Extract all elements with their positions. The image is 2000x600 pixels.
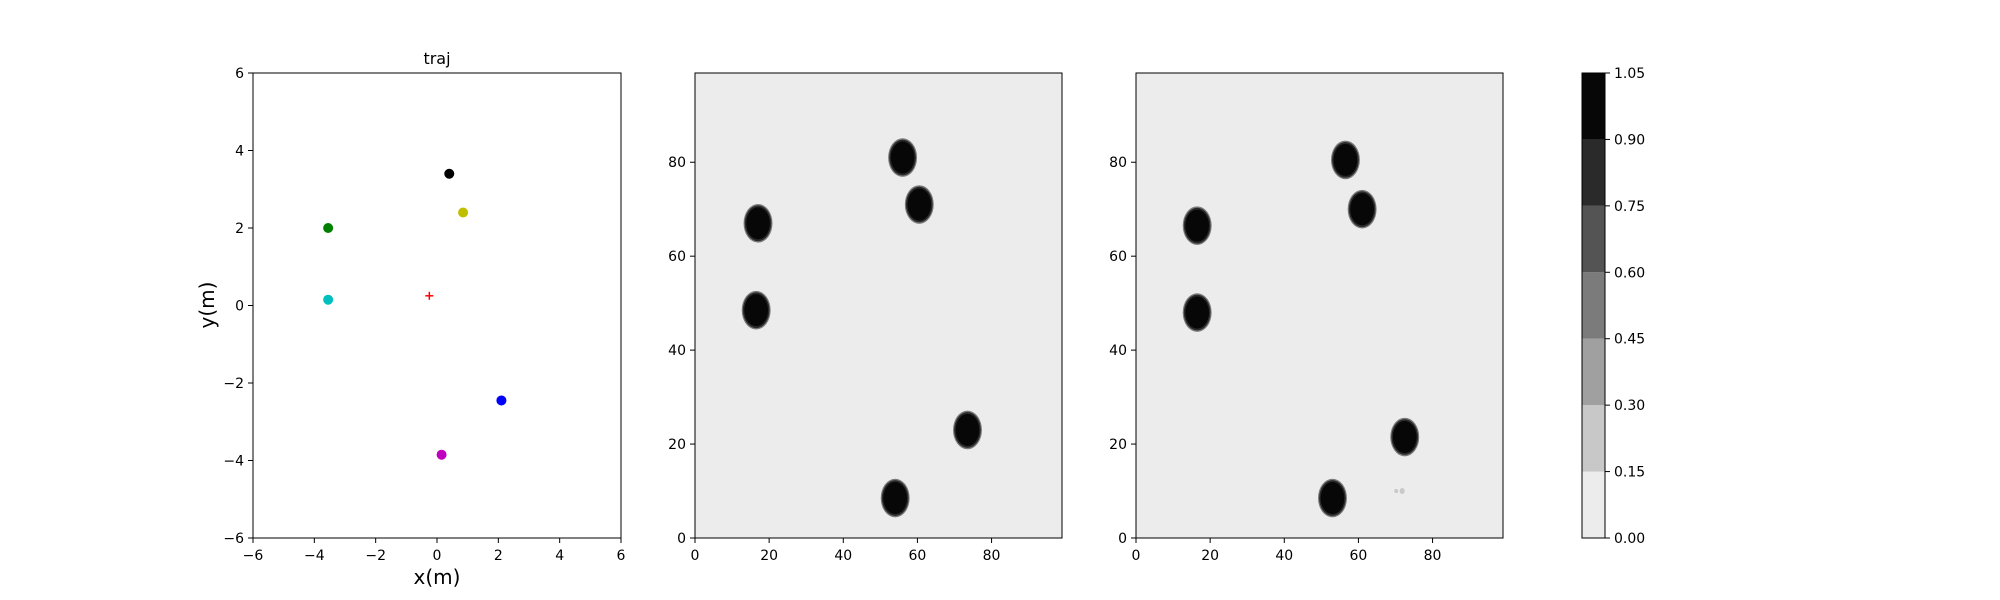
heatmap-panel-2: 0 20 40 60 80 0 20 40 60 80 [1109, 72, 1504, 564]
x-tick-label: 4 [555, 548, 564, 564]
colorbar-tick-label: 0.30 [1614, 398, 1645, 414]
scatter-point [496, 395, 507, 406]
x-tick-label: 60 [1350, 548, 1368, 564]
heatmap-panel-1: 0 20 40 60 80 0 20 40 60 80 [668, 72, 1063, 564]
scatter-point [458, 207, 469, 218]
traj-x-ticks: −6 −4 −2 0 2 4 6 [243, 538, 626, 564]
x-tick-label: −4 [304, 548, 325, 564]
x-tick-label: 40 [834, 548, 852, 564]
y-tick-label: −2 [223, 376, 244, 392]
scatter-point [323, 294, 334, 305]
y-tick-label: 0 [677, 531, 686, 547]
colorbar-tick-label: 1.05 [1614, 66, 1645, 82]
traj-axes-frame [252, 72, 622, 539]
colorbar-tick-label: 0.45 [1614, 332, 1645, 348]
y-tick-label: 20 [1109, 437, 1127, 453]
obstacle-blob [741, 290, 771, 330]
heatmap-2-blobs [1182, 140, 1420, 518]
heatmap-2-frame [1135, 72, 1504, 539]
y-tick-label: 20 [668, 437, 686, 453]
traj-y-ticks: −6 −4 −2 0 2 4 6 [223, 66, 253, 547]
traj-title: traj [423, 49, 450, 68]
colorbar-band [1582, 405, 1605, 472]
colorbar-band [1582, 139, 1605, 206]
y-tick-label: 80 [668, 155, 686, 171]
obstacle-blob [1182, 206, 1212, 245]
y-tick-label: 2 [235, 221, 244, 237]
colorbar-band [1582, 272, 1605, 339]
obstacle-blob [888, 138, 918, 177]
obstacle-blob [1390, 417, 1420, 457]
obstacle-blob [1347, 189, 1377, 229]
colorbar-bands [1582, 73, 1605, 538]
y-tick-label: −6 [223, 531, 244, 547]
scatter-point [436, 449, 447, 460]
colorbar-tick-label: 0.75 [1614, 199, 1645, 215]
obstacle-blob [1182, 293, 1212, 332]
heatmap-1-y-ticks: 0 20 40 60 80 [668, 155, 695, 547]
x-tick-label: 0 [433, 548, 442, 564]
heatmap-2-y-ticks: 0 20 40 60 80 [1109, 155, 1136, 547]
obstacle-blob [904, 185, 934, 224]
colorbar-tick-label: 0.60 [1614, 265, 1645, 281]
x-tick-label: 40 [1275, 548, 1293, 564]
target-plus-marker [425, 291, 434, 300]
y-tick-label: 6 [235, 66, 244, 82]
colorbar-band [1582, 205, 1605, 273]
y-tick-label: 4 [235, 144, 244, 160]
colorbar-band [1582, 73, 1605, 140]
colorbar-tick-label: 0.00 [1614, 531, 1645, 547]
y-tick-label: 0 [235, 299, 244, 315]
colorbar-ticks: 0.00 0.15 0.30 0.45 0.60 0.75 0.90 1.05 [1605, 66, 1645, 547]
obstacle-blob [1318, 478, 1347, 518]
colorbar-band [1582, 338, 1605, 406]
x-tick-label: 20 [760, 548, 778, 564]
traj-xlabel: x(m) [414, 565, 461, 589]
heatmap-1-blobs [741, 138, 982, 518]
colorbar-tick-label: 0.90 [1614, 132, 1645, 148]
x-tick-label: −6 [243, 548, 264, 564]
faint-blob [1394, 488, 1405, 495]
y-tick-label: 0 [1118, 531, 1127, 547]
obstacle-blob [1330, 140, 1360, 180]
scatter-point [444, 168, 455, 179]
scatter-point [323, 223, 334, 233]
x-tick-label: −2 [365, 548, 386, 564]
x-tick-label: 80 [983, 548, 1001, 564]
x-tick-label: 2 [494, 548, 503, 564]
colorbar-tick-label: 0.15 [1614, 465, 1645, 481]
x-tick-label: 0 [691, 548, 700, 564]
traj-points [323, 168, 507, 460]
y-tick-label: −4 [223, 454, 244, 470]
traj-panel: traj −6 −4 −2 0 2 4 6 −6 −4 −2 0 2 4 6 x(m) y(m) [195, 49, 626, 589]
heatmap-1-x-ticks: 0 20 40 60 80 [691, 538, 1001, 564]
y-tick-label: 40 [668, 343, 686, 359]
y-tick-label: 60 [668, 249, 686, 265]
x-tick-label: 20 [1201, 548, 1219, 564]
colorbar-frame [1581, 72, 1606, 539]
obstacle-blob [880, 478, 910, 518]
obstacle-blob [953, 410, 982, 450]
colorbar-band [1582, 471, 1605, 538]
heatmap-2-x-ticks: 0 20 40 60 80 [1132, 538, 1442, 564]
y-tick-label: 60 [1109, 249, 1127, 265]
x-tick-label: 0 [1132, 548, 1141, 564]
traj-ylabel: y(m) [195, 282, 219, 329]
x-tick-label: 60 [909, 548, 927, 564]
y-tick-label: 40 [1109, 343, 1127, 359]
heatmap-1-frame [694, 72, 1063, 539]
x-tick-label: 6 [617, 548, 626, 564]
x-tick-label: 80 [1424, 548, 1442, 564]
colorbar: 0.00 0.15 0.30 0.45 0.60 0.75 0.90 1.05 [1581, 66, 1645, 547]
y-tick-label: 80 [1109, 155, 1127, 171]
obstacle-blob [743, 203, 773, 243]
